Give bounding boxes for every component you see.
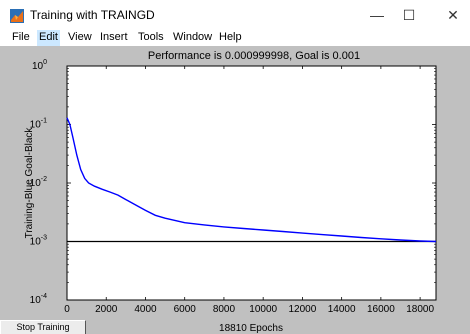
window-title: Training with TRAINGD bbox=[30, 8, 155, 22]
stop-training-button[interactable]: Stop Training bbox=[0, 320, 86, 334]
x-tick-label: 18000 bbox=[406, 304, 434, 315]
y-tick-label: 10-3 bbox=[30, 235, 47, 248]
title-bar[interactable]: Training with TRAINGD — ☐ ✕ bbox=[0, 0, 470, 30]
x-tick-label: 10000 bbox=[249, 304, 277, 315]
matlab-icon bbox=[10, 9, 24, 23]
y-tick-exponent: -3 bbox=[41, 235, 47, 242]
minimize-button[interactable]: — bbox=[370, 7, 384, 23]
y-tick-label: 10-2 bbox=[30, 176, 47, 189]
y-tick-base: 10 bbox=[30, 120, 42, 131]
menu-insert[interactable]: Insert bbox=[100, 31, 128, 43]
menu-file[interactable]: File bbox=[12, 31, 30, 43]
x-tick-label: 0 bbox=[64, 304, 70, 315]
y-tick-exponent: -4 bbox=[41, 293, 47, 300]
chart-title: Performance is 0.000999998, Goal is 0.00… bbox=[148, 50, 360, 62]
y-tick-base: 10 bbox=[32, 61, 44, 72]
y-tick-label: 100 bbox=[32, 59, 47, 72]
x-tick-label: 4000 bbox=[134, 304, 157, 315]
performance-chart: Performance is 0.000999998, Goal is 0.00… bbox=[24, 50, 437, 334]
x-tick-label: 14000 bbox=[328, 304, 356, 315]
menu-help[interactable]: Help bbox=[219, 31, 242, 43]
menu-tools[interactable]: Tools bbox=[138, 31, 164, 43]
x-axis-label: 18810 Epochs bbox=[219, 323, 283, 334]
menu-edit[interactable]: Edit bbox=[37, 30, 60, 46]
y-tick-base: 10 bbox=[30, 237, 42, 248]
y-tick-base: 10 bbox=[30, 178, 42, 189]
x-tick-label: 8000 bbox=[213, 304, 236, 315]
y-tick-exponent: 0 bbox=[43, 59, 47, 66]
y-tick-exponent: -2 bbox=[41, 176, 47, 183]
plot-area bbox=[66, 65, 437, 301]
menu-window[interactable]: Window bbox=[173, 31, 213, 43]
menu-view[interactable]: View bbox=[68, 31, 92, 43]
x-tick-label: 2000 bbox=[95, 304, 118, 315]
y-tick-label: 10-4 bbox=[30, 293, 47, 306]
axis-ticks: 0 2000 4000 6000 8000 10000 12000 14000 16000 180… bbox=[30, 59, 436, 315]
y-tick-exponent: -1 bbox=[41, 118, 47, 125]
x-tick-label: 12000 bbox=[289, 304, 317, 315]
x-tick-label: 16000 bbox=[367, 304, 395, 315]
y-tick-label: 10-1 bbox=[30, 118, 47, 131]
menu-bar: File Edit View Insert Tools Window Help bbox=[0, 30, 470, 46]
maximize-button[interactable]: ☐ bbox=[402, 7, 416, 23]
close-button[interactable]: ✕ bbox=[447, 7, 459, 23]
training-line bbox=[66, 117, 437, 243]
figure-area: Performance is 0.000999998, Goal is 0.00… bbox=[0, 46, 470, 334]
y-tick-base: 10 bbox=[30, 295, 42, 306]
y-axis-label: Training-Blue Goal-Black bbox=[24, 127, 35, 239]
x-tick-label: 6000 bbox=[174, 304, 197, 315]
